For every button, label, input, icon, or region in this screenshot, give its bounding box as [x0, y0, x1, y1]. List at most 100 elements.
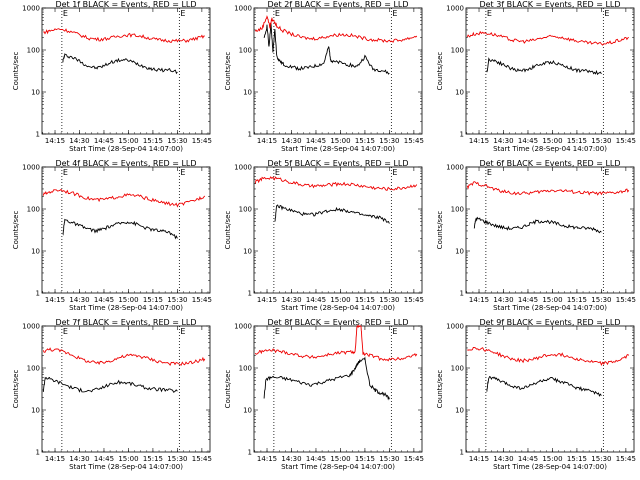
y-tick-label: 1000 — [234, 323, 252, 331]
y-tick-label: 1 — [460, 290, 464, 298]
x-tick-label: 15:00 — [118, 296, 138, 304]
events-series-line — [486, 57, 602, 76]
x-tick-label: 14:15 — [469, 455, 489, 463]
x-axis-label: Start Time (28-Sep-04 14:07:00) — [69, 304, 183, 312]
chart-panel: Det 4f BLACK = Events, RED = LLD 1 10 100 10… — [12, 159, 212, 312]
x-tick-label: 15:30 — [379, 137, 399, 145]
y-tick-label: 10 — [243, 248, 252, 256]
y-axis-label: Counts/sec — [436, 52, 444, 91]
plot-frame — [253, 325, 423, 453]
x-tick-label: 15:00 — [542, 455, 562, 463]
y-tick-label: 1000 — [22, 323, 40, 331]
chart-title: Det 7f BLACK = Events, RED = LLD — [55, 318, 196, 327]
x-tick-label: 15:45 — [404, 296, 424, 304]
x-tick-label: 15:45 — [192, 137, 212, 145]
plot-frame — [41, 325, 211, 453]
plot-frame — [465, 7, 635, 135]
event-marker-label: E — [180, 9, 185, 18]
event-marker-label: E — [487, 327, 492, 336]
chart-title: Det 5f BLACK = Events, RED = LLD — [267, 159, 408, 168]
events-series-line — [263, 356, 390, 401]
chart-title: Det 1f BLACK = Events, RED = LLD — [55, 0, 196, 9]
y-tick-label: 1 — [36, 131, 40, 139]
y-tick-label: 100 — [451, 365, 464, 373]
x-axis-label: Start Time (28-Sep-04 14:07:00) — [69, 145, 183, 153]
x-tick-label: 14:30 — [69, 296, 89, 304]
x-tick-label: 14:30 — [69, 137, 89, 145]
x-tick-label: 14:45 — [94, 455, 114, 463]
event-marker-label: E — [275, 168, 280, 177]
x-tick-label: 15:30 — [379, 455, 399, 463]
y-axis-label: Counts/sec — [224, 370, 232, 409]
x-tick-label: 14:45 — [94, 137, 114, 145]
x-tick-label: 14:15 — [257, 455, 277, 463]
x-tick-label: 14:45 — [306, 296, 326, 304]
x-tick-label: 15:45 — [616, 137, 636, 145]
event-marker-label: E — [63, 168, 68, 177]
chart-panel: Det 3f BLACK = Events, RED = LLD 1 10 100 10… — [436, 0, 636, 153]
x-tick-label: 14:30 — [281, 137, 301, 145]
y-axis-label: Counts/sec — [436, 211, 444, 250]
x-tick-label: 15:15 — [143, 296, 163, 304]
x-tick-label: 15:00 — [330, 296, 350, 304]
x-tick-label: 14:30 — [493, 455, 513, 463]
y-tick-label: 100 — [27, 365, 40, 373]
x-tick-label: 15:15 — [567, 455, 587, 463]
chart-panel: Det 6f BLACK = Events, RED = LLD 1 10 100 10… — [436, 159, 636, 312]
chart-title: Det 8f BLACK = Events, RED = LLD — [267, 318, 408, 327]
x-tick-label: 14:30 — [493, 137, 513, 145]
x-tick-label: 15:45 — [616, 455, 636, 463]
x-axis-label: Start Time (28-Sep-04 14:07:00) — [493, 145, 607, 153]
x-tick-label: 15:15 — [567, 137, 587, 145]
event-marker-label: E — [392, 9, 397, 18]
y-tick-label: 1000 — [22, 164, 40, 172]
event-marker-label: E — [275, 9, 280, 18]
event-marker-label: E — [180, 327, 185, 336]
y-tick-label: 100 — [27, 47, 40, 55]
x-tick-label: 14:45 — [306, 455, 326, 463]
x-tick-label: 15:30 — [167, 455, 187, 463]
y-tick-label: 1000 — [446, 164, 464, 172]
events-series-line — [263, 22, 390, 75]
events-series-line — [486, 375, 602, 397]
x-tick-label: 14:45 — [518, 455, 538, 463]
y-tick-label: 100 — [239, 47, 252, 55]
y-tick-label: 10 — [455, 407, 464, 415]
y-tick-label: 10 — [455, 89, 464, 97]
plot-frame — [465, 325, 635, 453]
y-tick-label: 1 — [36, 449, 40, 457]
y-axis-label: Counts/sec — [12, 52, 20, 91]
y-axis-label: Counts/sec — [436, 370, 444, 409]
lld-series-line — [42, 347, 206, 366]
lld-series-line — [466, 30, 630, 46]
x-axis-label: Start Time (28-Sep-04 14:07:00) — [281, 145, 395, 153]
chart-panel: Det 2f BLACK = Events, RED = LLD 1 10 100 10… — [224, 0, 424, 153]
lld-series-line — [254, 324, 418, 362]
x-tick-label: 15:45 — [616, 296, 636, 304]
event-marker-label: E — [392, 168, 397, 177]
y-tick-label: 1 — [248, 131, 252, 139]
x-axis-label: Start Time (28-Sep-04 14:07:00) — [493, 463, 607, 471]
plot-frame — [41, 166, 211, 294]
x-tick-label: 15:30 — [167, 137, 187, 145]
y-tick-label: 1000 — [234, 164, 252, 172]
x-tick-label: 14:15 — [45, 296, 65, 304]
y-tick-label: 1 — [460, 449, 464, 457]
x-tick-label: 15:45 — [404, 455, 424, 463]
y-tick-label: 1000 — [446, 323, 464, 331]
event-marker-label: E — [604, 168, 609, 177]
y-tick-label: 1 — [248, 290, 252, 298]
x-tick-label: 15:15 — [143, 137, 163, 145]
x-tick-label: 14:15 — [45, 137, 65, 145]
chart-title: Det 2f BLACK = Events, RED = LLD — [267, 0, 408, 9]
lld-series-line — [43, 28, 205, 44]
y-tick-label: 10 — [243, 89, 252, 97]
x-tick-label: 15:00 — [330, 137, 350, 145]
x-axis-label: Start Time (28-Sep-04 14:07:00) — [493, 304, 607, 312]
x-tick-label: 14:30 — [281, 455, 301, 463]
lld-series-line — [42, 188, 206, 208]
x-tick-label: 15:45 — [192, 455, 212, 463]
y-axis-label: Counts/sec — [12, 370, 20, 409]
lld-series-line — [467, 347, 630, 367]
y-tick-label: 100 — [27, 206, 40, 214]
